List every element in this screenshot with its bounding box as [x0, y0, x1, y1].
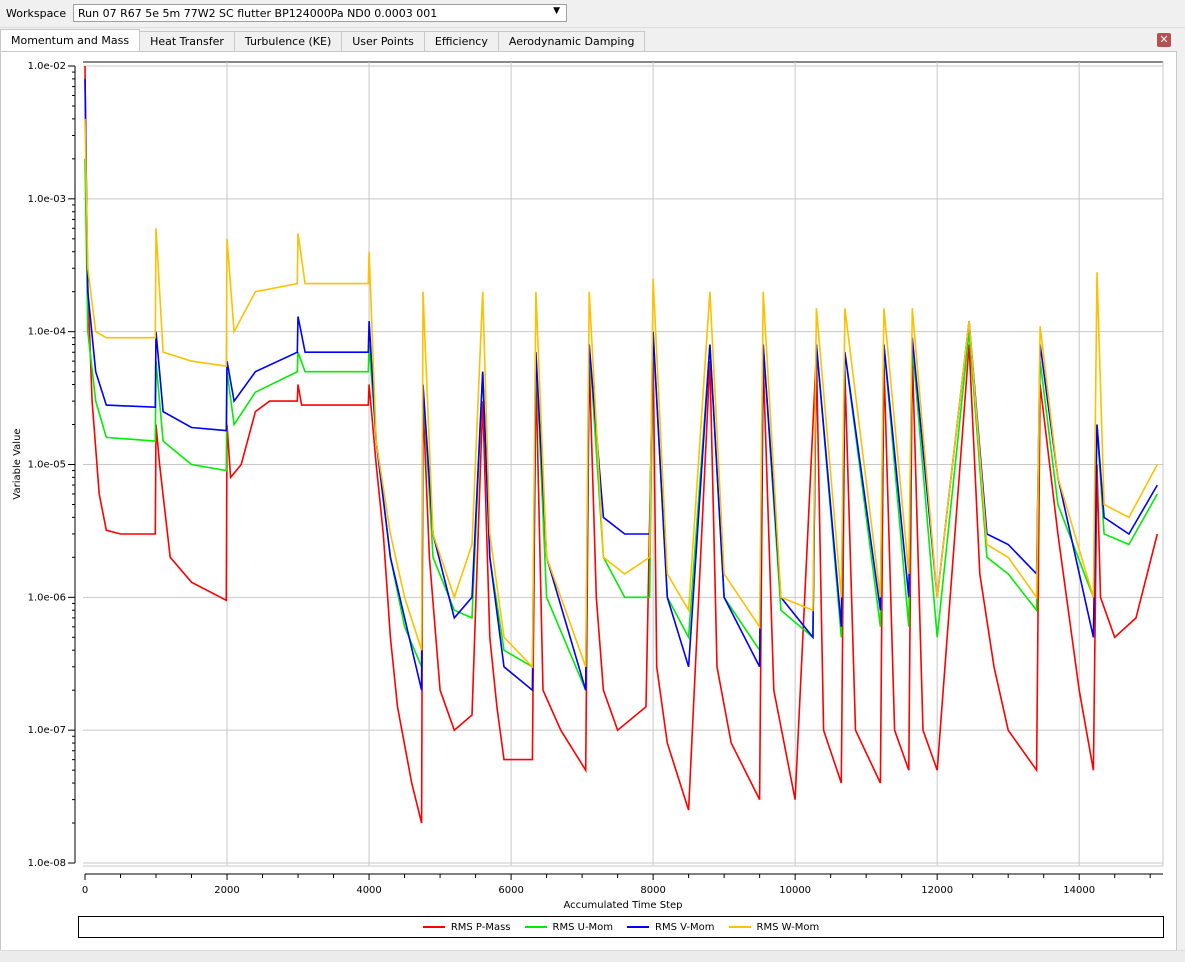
workspace-label: Workspace: [6, 7, 67, 20]
tab-turbulence[interactable]: Turbulence (KE): [233, 31, 343, 52]
legend-item: RMS P-Mass: [422, 921, 511, 933]
tab-aerodynamic-damping[interactable]: Aerodynamic Damping: [497, 31, 646, 52]
status-bar: [0, 950, 1185, 962]
x-axis-label: Accumulated Time Step: [563, 900, 682, 911]
legend: RMS P-Mass RMS U-Mom RMS V-Mom RMS W-Mom: [78, 916, 1164, 938]
y-tick-label: 1.0e-04: [28, 327, 66, 338]
x-tick-label: 14000: [1063, 885, 1095, 896]
workspace-select[interactable]: Run 07 R67 5e 5m 77W2 SC flutter BP12400…: [73, 4, 567, 22]
legend-swatch: [422, 926, 445, 928]
workspace-value: Run 07 R67 5e 5m 77W2 SC flutter BP12400…: [78, 7, 438, 20]
y-tick-label: 1.0e-07: [28, 725, 66, 736]
tab-bar: Momentum and Mass Heat Transfer Turbulen…: [0, 29, 646, 53]
y-tick-label: 1.0e-05: [28, 460, 66, 471]
legend-label: RMS P-Mass: [450, 921, 511, 933]
workspace-bar: Workspace Run 07 R67 5e 5m 77W2 SC flutt…: [0, 0, 1185, 28]
x-tick-label: 10000: [779, 885, 811, 896]
series-line-rms-w-mom: [84, 118, 1159, 669]
legend-swatch: [728, 926, 751, 928]
chevron-down-icon: ▼: [553, 6, 560, 16]
legend-item: RMS V-Mom: [627, 921, 715, 933]
legend-item: RMS U-Mom: [524, 921, 614, 933]
x-tick-label: 2000: [214, 885, 239, 896]
close-icon[interactable]: ✕: [1157, 33, 1171, 47]
legend-swatch: [524, 926, 547, 928]
tab-heat-transfer[interactable]: Heat Transfer: [139, 31, 235, 52]
legend-label: RMS U-Mom: [552, 921, 614, 933]
y-tick-label: 1.0e-03: [28, 194, 66, 205]
y-axis-label: Variable Value: [12, 428, 23, 499]
y-tick-label: 1.0e-08: [28, 858, 66, 869]
legend-item: RMS W-Mom: [728, 921, 820, 933]
x-tick-label: 4000: [356, 885, 381, 896]
legend-swatch: [627, 926, 650, 928]
y-tick-label: 1.0e-06: [28, 592, 66, 603]
x-tick-label: 12000: [921, 885, 953, 896]
legend-label: RMS W-Mom: [756, 921, 820, 933]
x-tick-label: 6000: [498, 885, 523, 896]
legend-label: RMS V-Mom: [655, 921, 715, 933]
tab-user-points[interactable]: User Points: [341, 31, 425, 52]
x-tick-label: 8000: [640, 885, 665, 896]
tab-efficiency[interactable]: Efficiency: [423, 31, 499, 52]
x-tick-label: 0: [82, 885, 88, 896]
y-tick-label: 1.0e-02: [28, 61, 66, 72]
